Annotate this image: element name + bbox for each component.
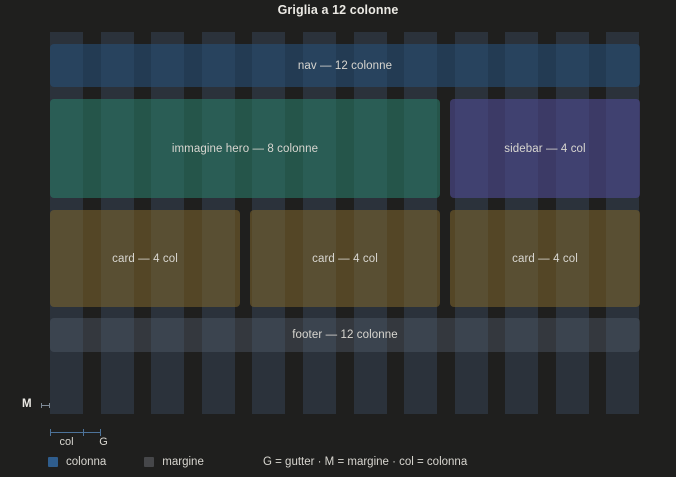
col-label: col (59, 436, 74, 448)
legend-label: margine (162, 456, 204, 468)
layout-block-card-3: card — 4 col (450, 210, 640, 307)
layout-block-label: immagine hero — 8 colonne (171, 142, 319, 155)
layout-block-nav: nav — 12 colonne (50, 44, 640, 87)
layout-block-label: card — 4 col (112, 252, 178, 265)
layout-block-label: sidebar — 4 col (504, 142, 586, 155)
layout-block-card-2: card — 4 col (250, 210, 440, 307)
margin-measure-rule (41, 403, 50, 408)
measure-tick-3 (100, 429, 101, 436)
page-title: Griglia a 12 colonne (277, 3, 399, 17)
layout-block-label: card — 4 col (312, 252, 378, 265)
layout-block-label: nav — 12 colonne (297, 59, 393, 72)
legend-caption: G = gutter · M = margine · col = colonna (263, 456, 468, 468)
legend: colonna margine (48, 456, 204, 468)
legend-swatch-icon (144, 457, 155, 467)
layout-block-sidebar: sidebar — 4 col (450, 99, 640, 198)
legend-swatch-icon (48, 457, 58, 467)
measure-tick-2 (83, 429, 84, 436)
layout-block-label: footer — 12 colonne (292, 329, 398, 341)
layout-block-hero: immagine hero — 8 colonne (50, 99, 440, 198)
layout-block-label: card — 4 col (512, 252, 578, 265)
layout-block-footer: footer — 12 colonne (50, 318, 640, 352)
margin-label: M (22, 398, 32, 410)
legend-item-margine: margine (144, 456, 204, 468)
gutter-label: G (99, 436, 108, 448)
legend-item-colonna: colonna (48, 456, 106, 468)
measure-rule (50, 432, 100, 433)
legend-label: colonna (66, 456, 107, 468)
measure-tick-1 (50, 429, 51, 436)
layout-block-card-1: card — 4 col (50, 210, 240, 307)
